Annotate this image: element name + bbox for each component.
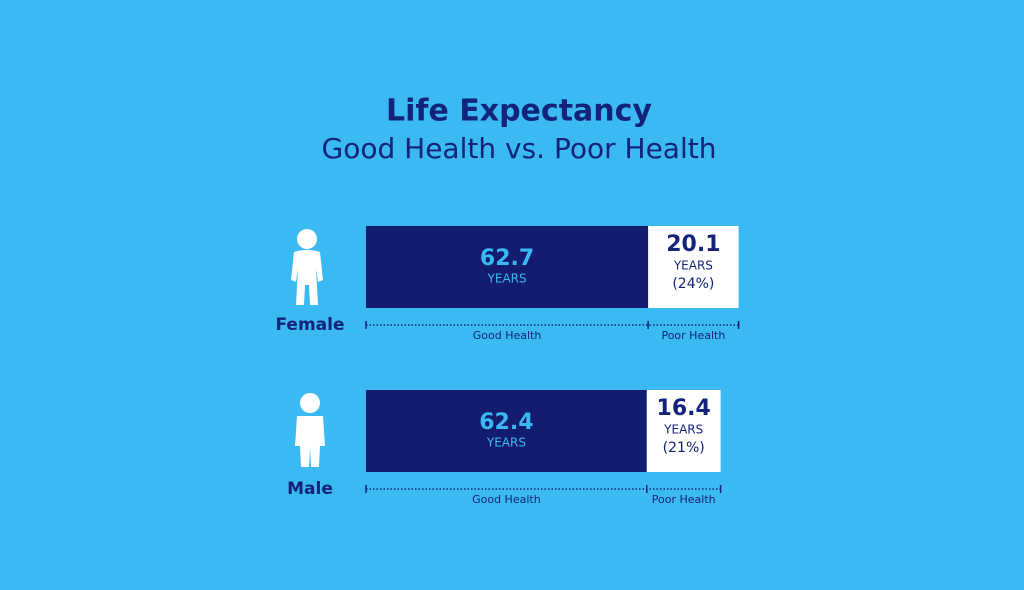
bar-segment [366,390,647,472]
category-label: Male [287,479,333,499]
segment-name: Good Health [473,329,542,342]
value-label: 16.4 [657,396,711,421]
chart-subtitle: Good Health vs. Poor Health [322,132,717,165]
chart-title: Life Expectancy [386,94,652,129]
bar-segment [648,226,739,308]
segment-name: Good Health [472,493,541,506]
male-icon [295,393,325,467]
bar-segment [366,226,649,308]
unit-label: YEARS [663,423,703,437]
value-label: 62.7 [480,246,534,271]
share-label: (21%) [663,440,705,456]
unit-label: YEARS [486,436,526,450]
unit-label: YEARS [673,259,713,273]
female-icon [291,229,323,305]
bar-segment [646,390,721,472]
segment-name: Poor Health [652,493,716,506]
value-label: 62.4 [479,410,533,435]
share-label: (24%) [672,276,714,292]
segment-name: Poor Health [661,329,725,342]
value-label: 20.1 [666,232,720,257]
unit-label: YEARS [487,272,527,286]
category-label: Female [276,315,345,335]
